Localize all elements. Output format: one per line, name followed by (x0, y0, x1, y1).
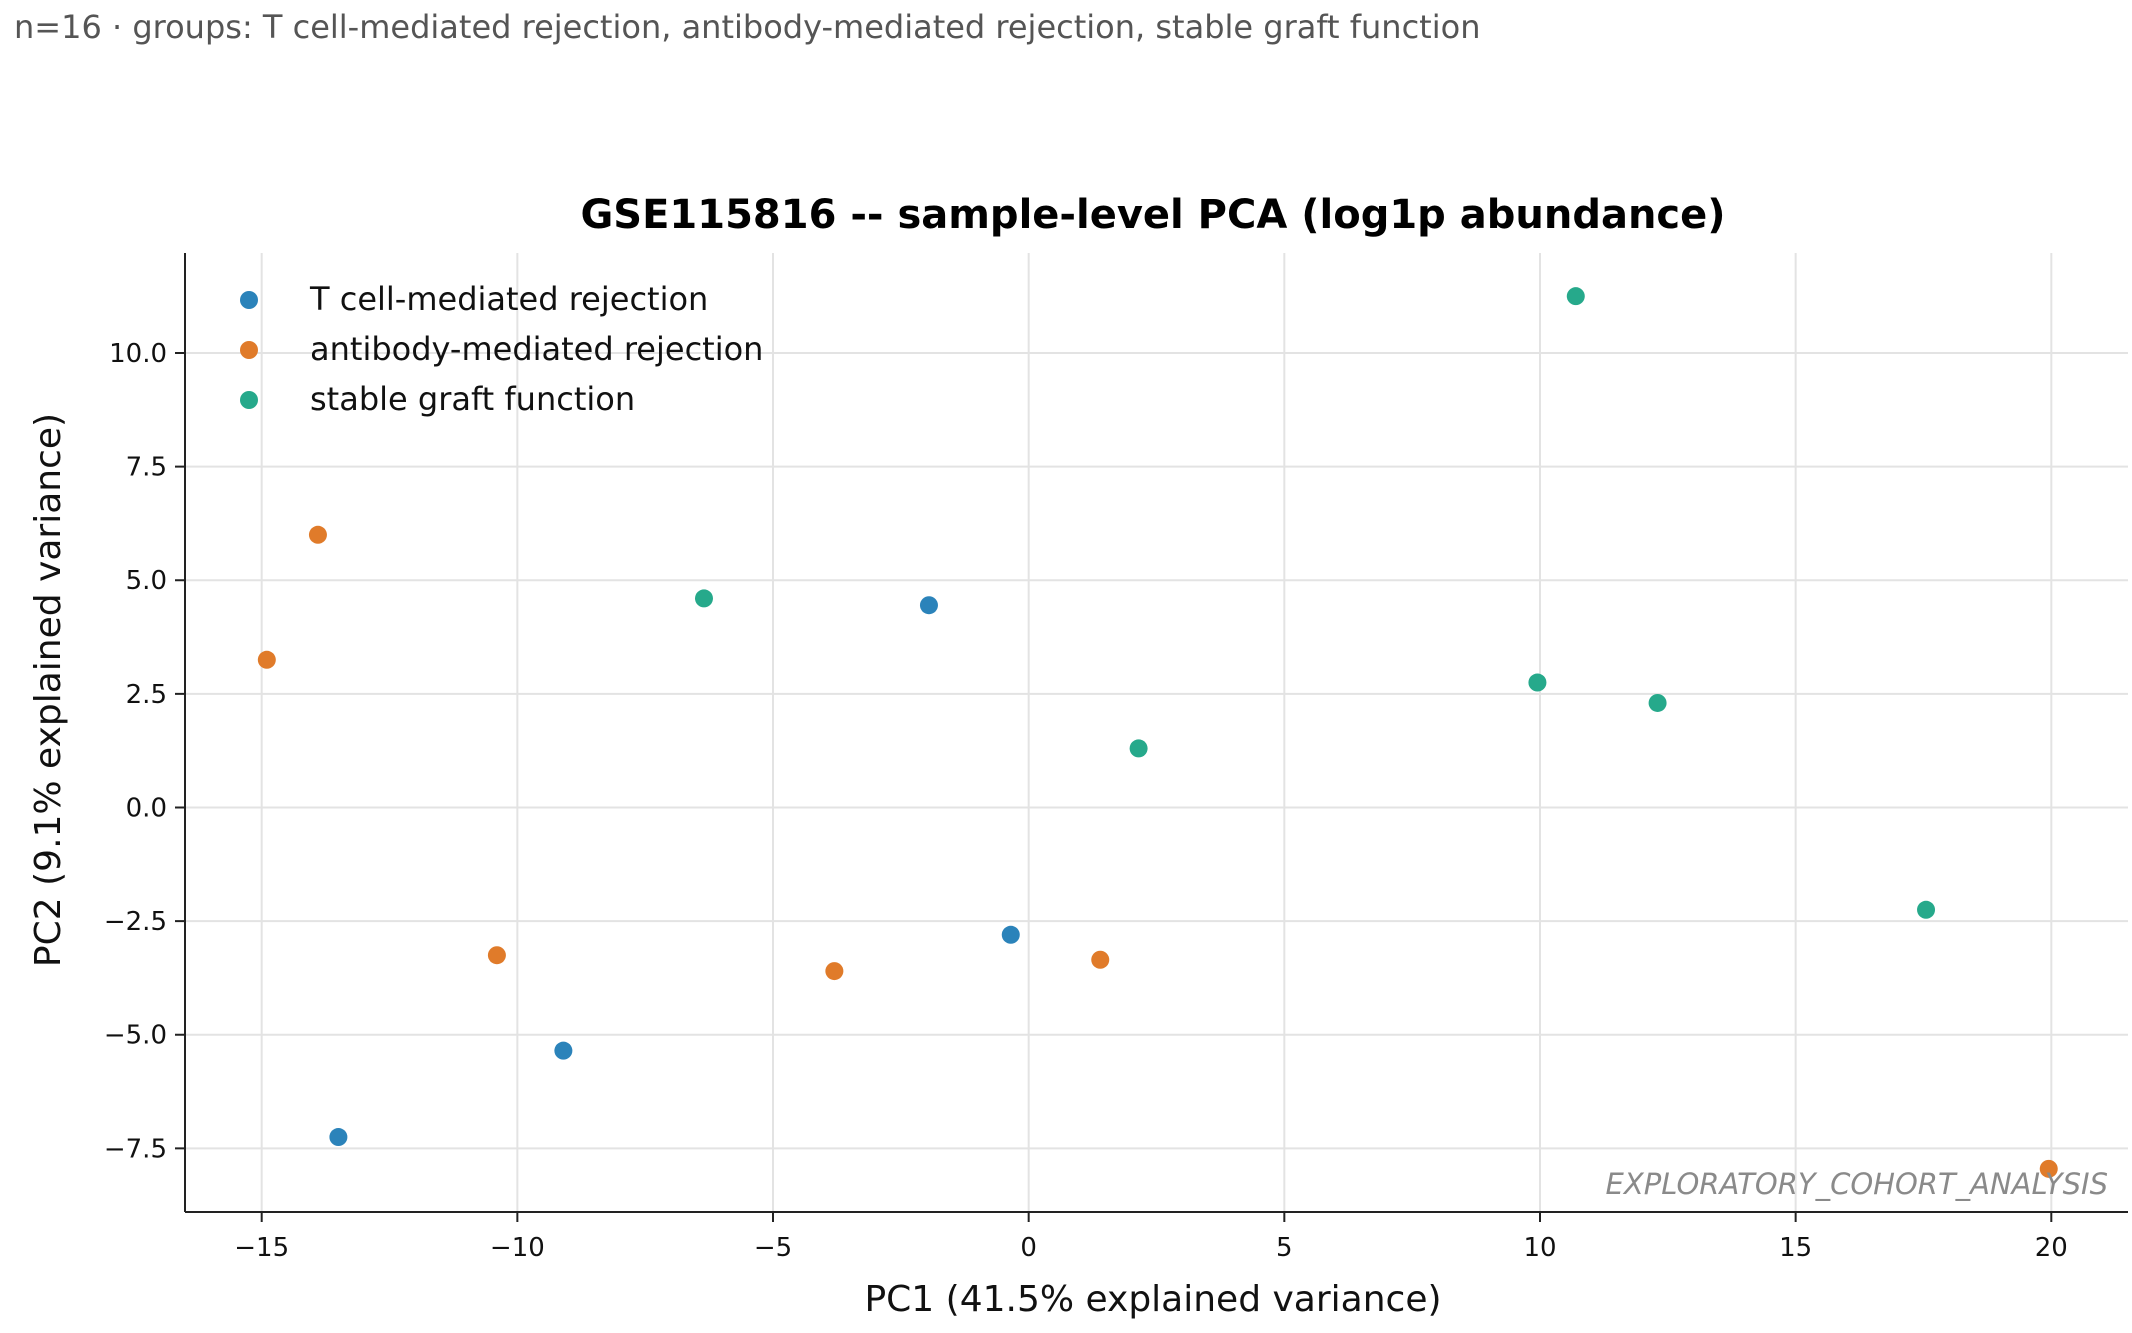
y-tick-label: 0.0 (126, 793, 167, 823)
subtitle: n=16 · groups: T cell-mediated rejection… (14, 8, 1481, 46)
x-tick-label: 20 (2035, 1233, 2068, 1263)
legend-marker (240, 291, 258, 309)
legend-marker (240, 391, 258, 409)
watermark-label: EXPLORATORY_COHORT_ANALYSIS (1606, 1167, 2108, 1201)
chart-title: GSE115816 -- sample-level PCA (log1p abu… (580, 192, 1725, 238)
legend-label: stable graft function (310, 380, 635, 418)
axes (184, 253, 2128, 1213)
x-tick-label: 15 (1779, 1233, 1812, 1263)
x-tick-label: 5 (1276, 1233, 1293, 1263)
y-tick-label: 10.0 (109, 339, 167, 369)
data-point-stable-graft-function (1917, 900, 1936, 919)
x-axis-label: PC1 (41.5% explained variance) (864, 1279, 1441, 1320)
legend-marker (240, 341, 258, 359)
y-axis-label: PC2 (9.1% explained variance) (28, 413, 69, 967)
legend: T cell-mediated rejection antibody-mediat… (240, 280, 763, 418)
x-tick-label: −15 (234, 1233, 289, 1263)
y-tick-label: 7.5 (126, 453, 167, 483)
data-point-antibody-mediated-rejection (308, 525, 327, 544)
x-tick-label: 0 (1020, 1233, 1037, 1263)
data-point-antibody-mediated-rejection (2039, 1159, 2058, 1178)
x-axis-ticks: −15 −10 −5 0 5 10 15 20 (234, 1212, 2068, 1263)
legend-label: antibody-mediated rejection (310, 330, 763, 368)
x-tick-label: −10 (490, 1233, 545, 1263)
data-point-stable-graft-function (1129, 739, 1148, 758)
data-point-antibody-mediated-rejection (1091, 950, 1110, 969)
data-point-stable-graft-function (694, 589, 713, 608)
y-tick-label: −2.5 (104, 907, 167, 937)
x-tick-label: 10 (1523, 1233, 1556, 1263)
data-point-antibody-mediated-rejection (825, 962, 844, 981)
y-tick-label: −5.0 (104, 1021, 167, 1051)
data-point-t-cell-mediated-rejection (554, 1041, 573, 1060)
legend-label: T cell-mediated rejection (309, 280, 708, 318)
grid-lines (185, 253, 2128, 1212)
y-tick-label: −7.5 (104, 1134, 167, 1164)
data-point-t-cell-mediated-rejection (919, 596, 938, 615)
data-points (257, 287, 2058, 1178)
data-point-stable-graft-function (1566, 287, 1585, 306)
data-point-t-cell-mediated-rejection (1001, 925, 1020, 944)
data-point-antibody-mediated-rejection (257, 650, 276, 669)
x-tick-label: −5 (754, 1233, 792, 1263)
y-axis-ticks: −7.5 −5.0 −2.5 0.0 2.5 5.0 7.5 10.0 (104, 339, 185, 1164)
data-point-stable-graft-function (1528, 673, 1547, 692)
data-point-t-cell-mediated-rejection (329, 1128, 348, 1147)
data-point-stable-graft-function (1648, 693, 1667, 712)
y-tick-label: 5.0 (126, 566, 167, 596)
y-tick-label: 2.5 (126, 680, 167, 710)
data-point-antibody-mediated-rejection (487, 946, 506, 965)
